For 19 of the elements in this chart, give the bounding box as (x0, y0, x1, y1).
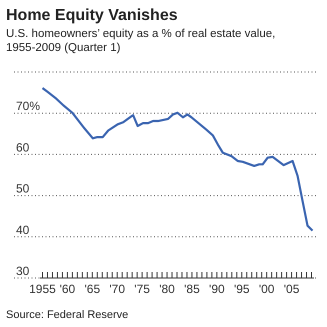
x-tick-label: '70 (109, 282, 126, 296)
y-tick-label: 30 (16, 264, 30, 278)
x-tick-label: '00 (258, 282, 275, 296)
x-tick-label: 1955 (29, 282, 56, 296)
x-tick-label: '60 (60, 282, 76, 296)
x-tick-label: '90 (209, 282, 225, 296)
y-tick-label: 50 (16, 182, 30, 196)
x-tick-label: '85 (184, 282, 200, 296)
chart-title: Home Equity Vanishes (6, 7, 178, 24)
y-tick-label: 60 (16, 140, 30, 154)
x-tick-label: '80 (159, 282, 176, 296)
x-tick-label: '65 (84, 282, 100, 296)
y-tick-label: 40 (16, 222, 30, 237)
x-tick-label: '95 (234, 282, 250, 296)
source-note: Source: Federal Reserve (6, 309, 128, 321)
x-tick-label: '75 (134, 282, 150, 296)
chart-subtitle: U.S. homeowners’ equity as a % of real estate value, 1955-2009 (Quarter 1) (6, 28, 276, 54)
y-tick-label: 70% (16, 99, 40, 114)
x-tick-label: '05 (284, 282, 300, 296)
